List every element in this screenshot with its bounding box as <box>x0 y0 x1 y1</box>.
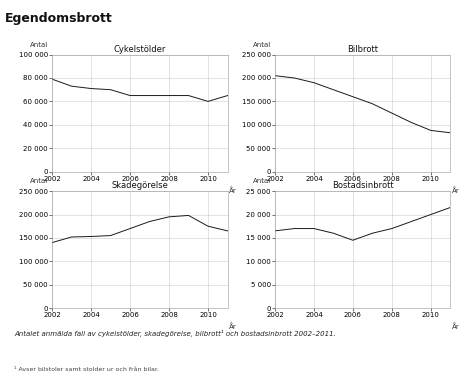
Title: Bostadsinbrott: Bostadsinbrott <box>332 181 393 190</box>
Text: Antal: Antal <box>30 42 49 48</box>
Text: År: År <box>229 187 237 193</box>
Text: Antal: Antal <box>30 178 49 184</box>
Text: Egendomsbrott: Egendomsbrott <box>5 12 112 25</box>
Text: Antal: Antal <box>253 42 272 48</box>
Text: Antal: Antal <box>253 178 272 184</box>
Title: Cykelstölder: Cykelstölder <box>114 45 166 54</box>
Text: År: År <box>452 323 460 330</box>
Text: År: År <box>452 187 460 193</box>
Title: Skadegörelse: Skadegörelse <box>111 181 168 190</box>
Text: År: År <box>229 323 237 330</box>
Text: Antalet anmälda fall av cykelstölder, skadegörelse, bilbrott¹ och bostadsinbrott: Antalet anmälda fall av cykelstölder, sk… <box>14 330 336 337</box>
Title: Bilbrott: Bilbrott <box>347 45 378 54</box>
Text: ¹ Avser bilstoler samt stolder ur och från bilar.: ¹ Avser bilstoler samt stolder ur och fr… <box>14 367 159 372</box>
